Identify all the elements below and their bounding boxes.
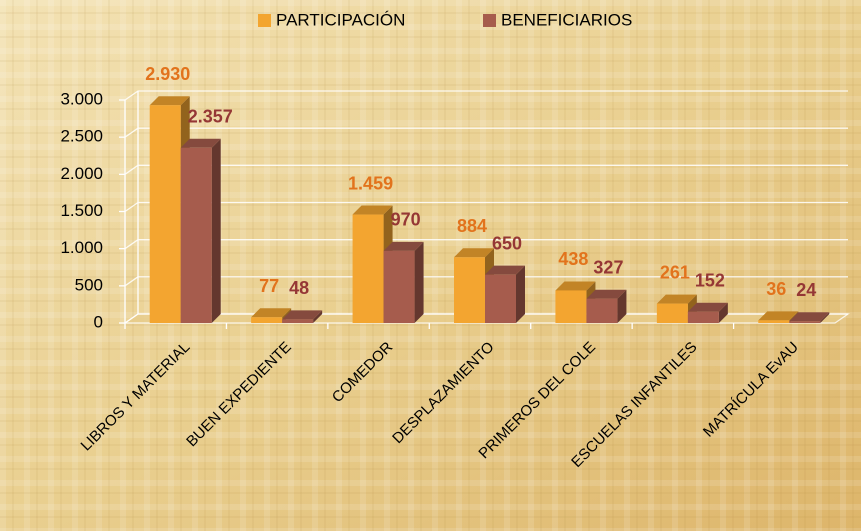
data-label: 2.357 bbox=[188, 107, 233, 127]
bar bbox=[149, 105, 181, 323]
bar-side bbox=[718, 302, 728, 323]
data-label: 1.459 bbox=[348, 173, 393, 193]
bar bbox=[687, 311, 719, 323]
bar-side bbox=[617, 289, 627, 323]
bar bbox=[586, 298, 618, 323]
bar bbox=[383, 250, 415, 323]
bar-group bbox=[282, 310, 323, 323]
y-tick-label: 1.000 bbox=[60, 238, 103, 257]
bar-top bbox=[383, 241, 424, 251]
bar-group bbox=[180, 138, 221, 323]
bar bbox=[180, 147, 212, 323]
y-tick-label: 500 bbox=[75, 275, 103, 294]
bar-side bbox=[414, 241, 424, 323]
legend-label: BENEFICIARIOS bbox=[501, 10, 632, 29]
data-label: 261 bbox=[660, 262, 690, 282]
y-tick-label: 3.000 bbox=[60, 89, 103, 108]
bar-side bbox=[516, 265, 525, 323]
bar-top bbox=[758, 311, 799, 321]
bar-group bbox=[485, 265, 525, 323]
bar-top bbox=[586, 289, 627, 299]
bar bbox=[251, 317, 283, 323]
data-label: 24 bbox=[796, 280, 816, 300]
legend-swatch bbox=[258, 14, 271, 27]
y-tick-label: 2.500 bbox=[60, 127, 103, 146]
bar bbox=[454, 257, 485, 323]
data-label: 970 bbox=[391, 210, 421, 230]
bar-group bbox=[383, 241, 424, 323]
bar-side bbox=[313, 310, 323, 323]
data-label: 36 bbox=[766, 279, 786, 299]
data-label: 884 bbox=[457, 216, 487, 236]
bar-top bbox=[656, 294, 697, 304]
bar bbox=[282, 319, 314, 323]
bar-top bbox=[352, 205, 393, 215]
data-label: 48 bbox=[289, 278, 309, 298]
data-label: 152 bbox=[695, 270, 725, 290]
bar bbox=[485, 274, 516, 323]
data-label: 327 bbox=[593, 257, 623, 277]
bar-group bbox=[586, 289, 627, 323]
data-label: 2.930 bbox=[145, 64, 190, 84]
bar bbox=[758, 320, 790, 323]
legend-swatch bbox=[483, 14, 496, 27]
legend-label: PARTICIPACIÓN bbox=[276, 10, 405, 29]
bar-group bbox=[789, 312, 830, 323]
bar-top bbox=[485, 265, 525, 275]
data-label: 650 bbox=[492, 233, 522, 253]
bar-group bbox=[687, 302, 728, 323]
bar-top bbox=[180, 138, 221, 148]
y-tick-label: 1.500 bbox=[60, 201, 103, 220]
data-label: 438 bbox=[558, 249, 588, 269]
bar-side bbox=[211, 138, 221, 323]
bar-top bbox=[555, 281, 596, 291]
bar bbox=[352, 214, 384, 323]
bar-top bbox=[687, 302, 728, 312]
y-tick-label: 2.000 bbox=[60, 164, 103, 183]
bar-top bbox=[251, 308, 292, 318]
y-tick-label: 0 bbox=[94, 312, 103, 331]
bar-side bbox=[820, 312, 830, 323]
bar bbox=[555, 290, 587, 323]
bar bbox=[789, 321, 821, 323]
bar bbox=[656, 303, 688, 323]
bar-top bbox=[789, 312, 830, 322]
bar-top bbox=[454, 248, 494, 258]
data-label: 77 bbox=[259, 276, 279, 296]
bar-top bbox=[149, 96, 190, 106]
bar-top bbox=[282, 310, 323, 320]
